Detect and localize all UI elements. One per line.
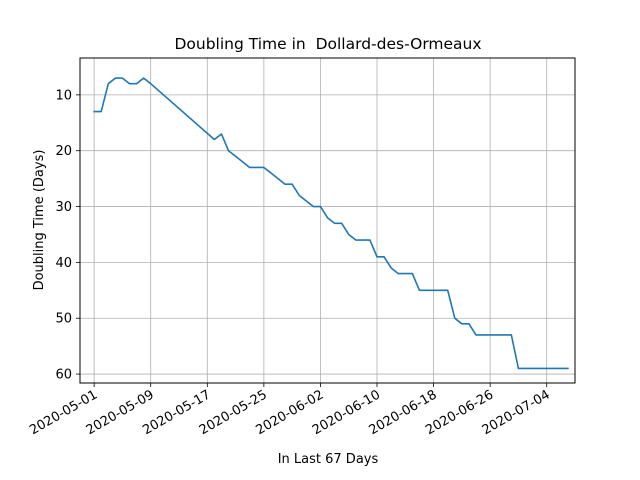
chart-title: Doubling Time in Dollard-des-Ormeaux	[174, 35, 481, 53]
y-tick-label: 10	[55, 88, 72, 103]
x-axis-title: In Last 67 Days	[278, 452, 379, 467]
y-axis-ticks: 10 20 30 40 50 60	[55, 88, 80, 383]
series-lines	[93, 77, 569, 370]
grid-lines	[80, 58, 575, 383]
y-tick-label: 30	[55, 200, 72, 215]
y-tick-label: 40	[55, 256, 72, 271]
series-line	[93, 77, 569, 370]
y-tick-label: 50	[55, 312, 72, 327]
y-tick-label: 60	[55, 368, 72, 383]
y-axis-title: Doubling Time (Days)	[32, 150, 47, 291]
plot-frame	[79, 57, 576, 384]
y-tick-label: 20	[55, 144, 72, 159]
